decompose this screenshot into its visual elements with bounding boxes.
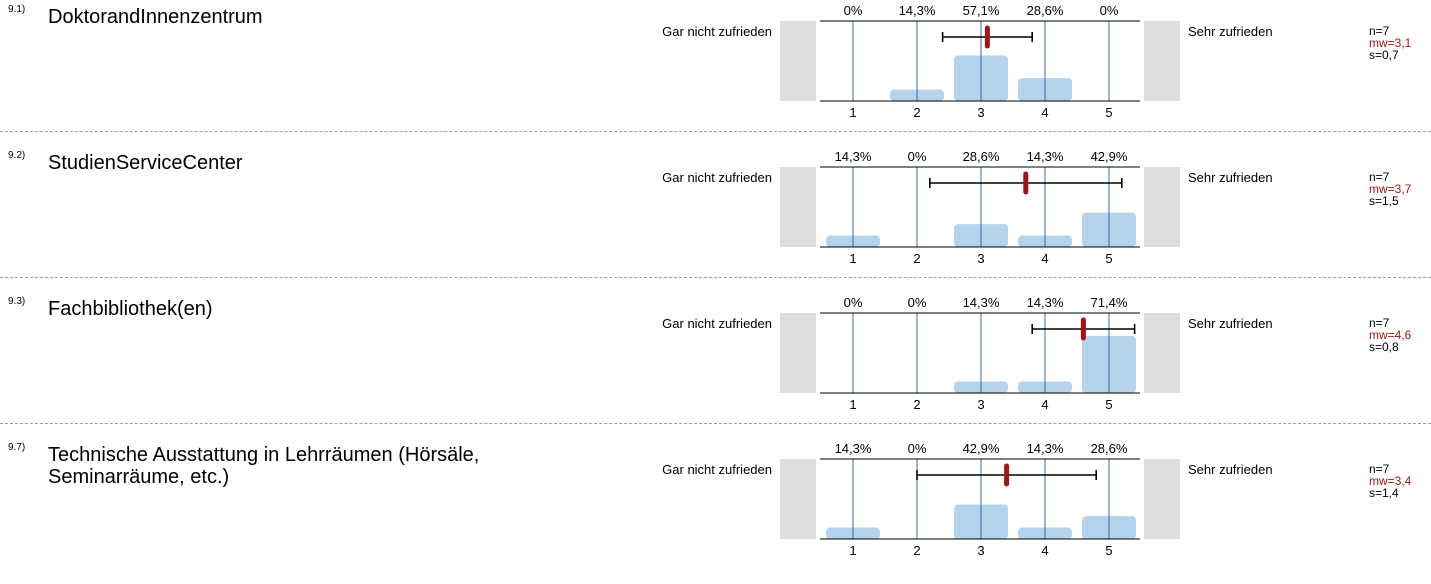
- scale-right-label: Sehr zufrieden: [1188, 462, 1273, 477]
- percent-label: 0%: [908, 149, 927, 164]
- scale-left-label: Gar nicht zufrieden: [662, 170, 772, 185]
- tick-label: 5: [1105, 105, 1112, 120]
- stat-sd: s=1,5: [1369, 194, 1399, 208]
- right-side-box: [1144, 459, 1180, 539]
- stat-sd: s=0,8: [1369, 340, 1399, 354]
- percent-label: 28,6%: [1027, 3, 1064, 18]
- scale-left-label: Gar nicht zufrieden: [662, 24, 772, 39]
- left-side-box: [780, 313, 816, 393]
- percent-label: 0%: [844, 3, 863, 18]
- tick-label: 1: [849, 105, 856, 120]
- tick-label: 2: [913, 105, 920, 120]
- scale-right-label: Sehr zufrieden: [1188, 170, 1273, 185]
- tick-label: 4: [1041, 251, 1048, 266]
- percent-label: 0%: [908, 295, 927, 310]
- percent-label: 14,3%: [963, 295, 1000, 310]
- question-row: 9.1) DoktorandInnenzentrum Gar nicht zufri…: [0, 0, 1431, 146]
- tick-label: 3: [977, 397, 984, 412]
- percent-label: 28,6%: [1091, 441, 1128, 456]
- row-divider: [0, 423, 1431, 424]
- distribution-chart: 14,3% 0% 28,6% 14,3% 42,9% 1 2 3 4 5: [780, 149, 1180, 266]
- stat-sd: s=0,7: [1369, 48, 1399, 62]
- tick-label: 5: [1105, 251, 1112, 266]
- row-divider: [0, 131, 1431, 132]
- scale-right-label: Sehr zufrieden: [1188, 316, 1273, 331]
- stat-n: n=7: [1369, 24, 1390, 38]
- percent-label: 14,3%: [835, 149, 872, 164]
- percent-label: 14,3%: [1027, 295, 1064, 310]
- question-text: Technische Ausstattung in Lehrräumen (Hö…: [48, 444, 480, 488]
- right-side-box: [1144, 21, 1180, 101]
- scale-right-label: Sehr zufrieden: [1188, 24, 1273, 39]
- stat-mean: mw=3,1: [1369, 36, 1412, 50]
- row-divider: [0, 277, 1431, 278]
- question-text: Fachbibliothek(en): [48, 298, 213, 320]
- question-row: 9.3) Fachbibliothek(en) Gar nicht zufriede…: [0, 292, 1431, 438]
- question-number: 9.2): [8, 150, 26, 161]
- left-side-box: [780, 21, 816, 101]
- scale-left-label: Gar nicht zufrieden: [662, 462, 772, 477]
- percent-label: 14,3%: [835, 441, 872, 456]
- stats-block: n=7 mw=3,4 s=1,4: [1369, 463, 1411, 499]
- tick-label: 2: [913, 397, 920, 412]
- stat-mean: mw=3,7: [1369, 182, 1412, 196]
- percent-label: 28,6%: [963, 149, 1000, 164]
- percent-label: 0%: [844, 295, 863, 310]
- percent-label: 14,3%: [1027, 149, 1064, 164]
- percent-label: 57,1%: [963, 3, 1000, 18]
- right-side-box: [1144, 167, 1180, 247]
- tick-label: 3: [977, 251, 984, 266]
- stat-mean: mw=3,4: [1369, 474, 1412, 488]
- tick-label: 3: [977, 105, 984, 120]
- tick-label: 5: [1105, 397, 1112, 412]
- stat-sd: s=1,4: [1369, 486, 1399, 500]
- question-row: 9.7) Technische Ausstattung in Lehrräumen…: [0, 438, 1431, 584]
- stats-block: n=7 mw=3,7 s=1,5: [1369, 171, 1411, 207]
- stat-mean: mw=4,6: [1369, 328, 1412, 342]
- percent-label: 14,3%: [1027, 441, 1064, 456]
- stats-block: n=7 mw=3,1 s=0,7: [1369, 25, 1411, 61]
- percent-label: 0%: [908, 441, 927, 456]
- question-row: 9.2) StudienServiceCenter Gar nicht zufrie…: [0, 146, 1431, 292]
- percent-label: 0%: [1100, 3, 1119, 18]
- stats-block: n=7 mw=4,6 s=0,8: [1369, 317, 1411, 353]
- percent-label: 42,9%: [1091, 149, 1128, 164]
- survey-results: 9.1) DoktorandInnenzentrum Gar nicht zufri…: [0, 0, 1431, 558]
- distribution-chart: 0% 14,3% 57,1% 28,6% 0% 1 2 3 4 5: [780, 3, 1180, 120]
- stat-n: n=7: [1369, 462, 1390, 476]
- distribution-chart: 0% 0% 14,3% 14,3% 71,4% 1 2 3 4 5: [780, 295, 1180, 412]
- scale-left-label: Gar nicht zufrieden: [662, 316, 772, 331]
- left-side-box: [780, 167, 816, 247]
- left-side-box: [780, 459, 816, 539]
- stat-n: n=7: [1369, 316, 1390, 330]
- stat-n: n=7: [1369, 170, 1390, 184]
- percent-label: 71,4%: [1091, 295, 1128, 310]
- question-number: 9.3): [8, 296, 26, 307]
- question-number: 9.7): [8, 442, 26, 453]
- tick-label: 1: [849, 251, 856, 266]
- right-side-box: [1144, 313, 1180, 393]
- tick-label: 2: [913, 251, 920, 266]
- percent-label: 14,3%: [899, 3, 936, 18]
- question-number: 9.1): [8, 4, 26, 15]
- question-text: StudienServiceCenter: [48, 152, 243, 174]
- question-text: DoktorandInnenzentrum: [48, 6, 263, 28]
- tick-label: 4: [1041, 397, 1048, 412]
- distribution-chart: 14,3% 0% 42,9% 14,3% 28,6%1 2 3 4 5: [780, 441, 1180, 558]
- percent-label: 42,9%: [963, 441, 1000, 456]
- tick-label: 4: [1041, 105, 1048, 120]
- tick-label: 1: [849, 397, 856, 412]
